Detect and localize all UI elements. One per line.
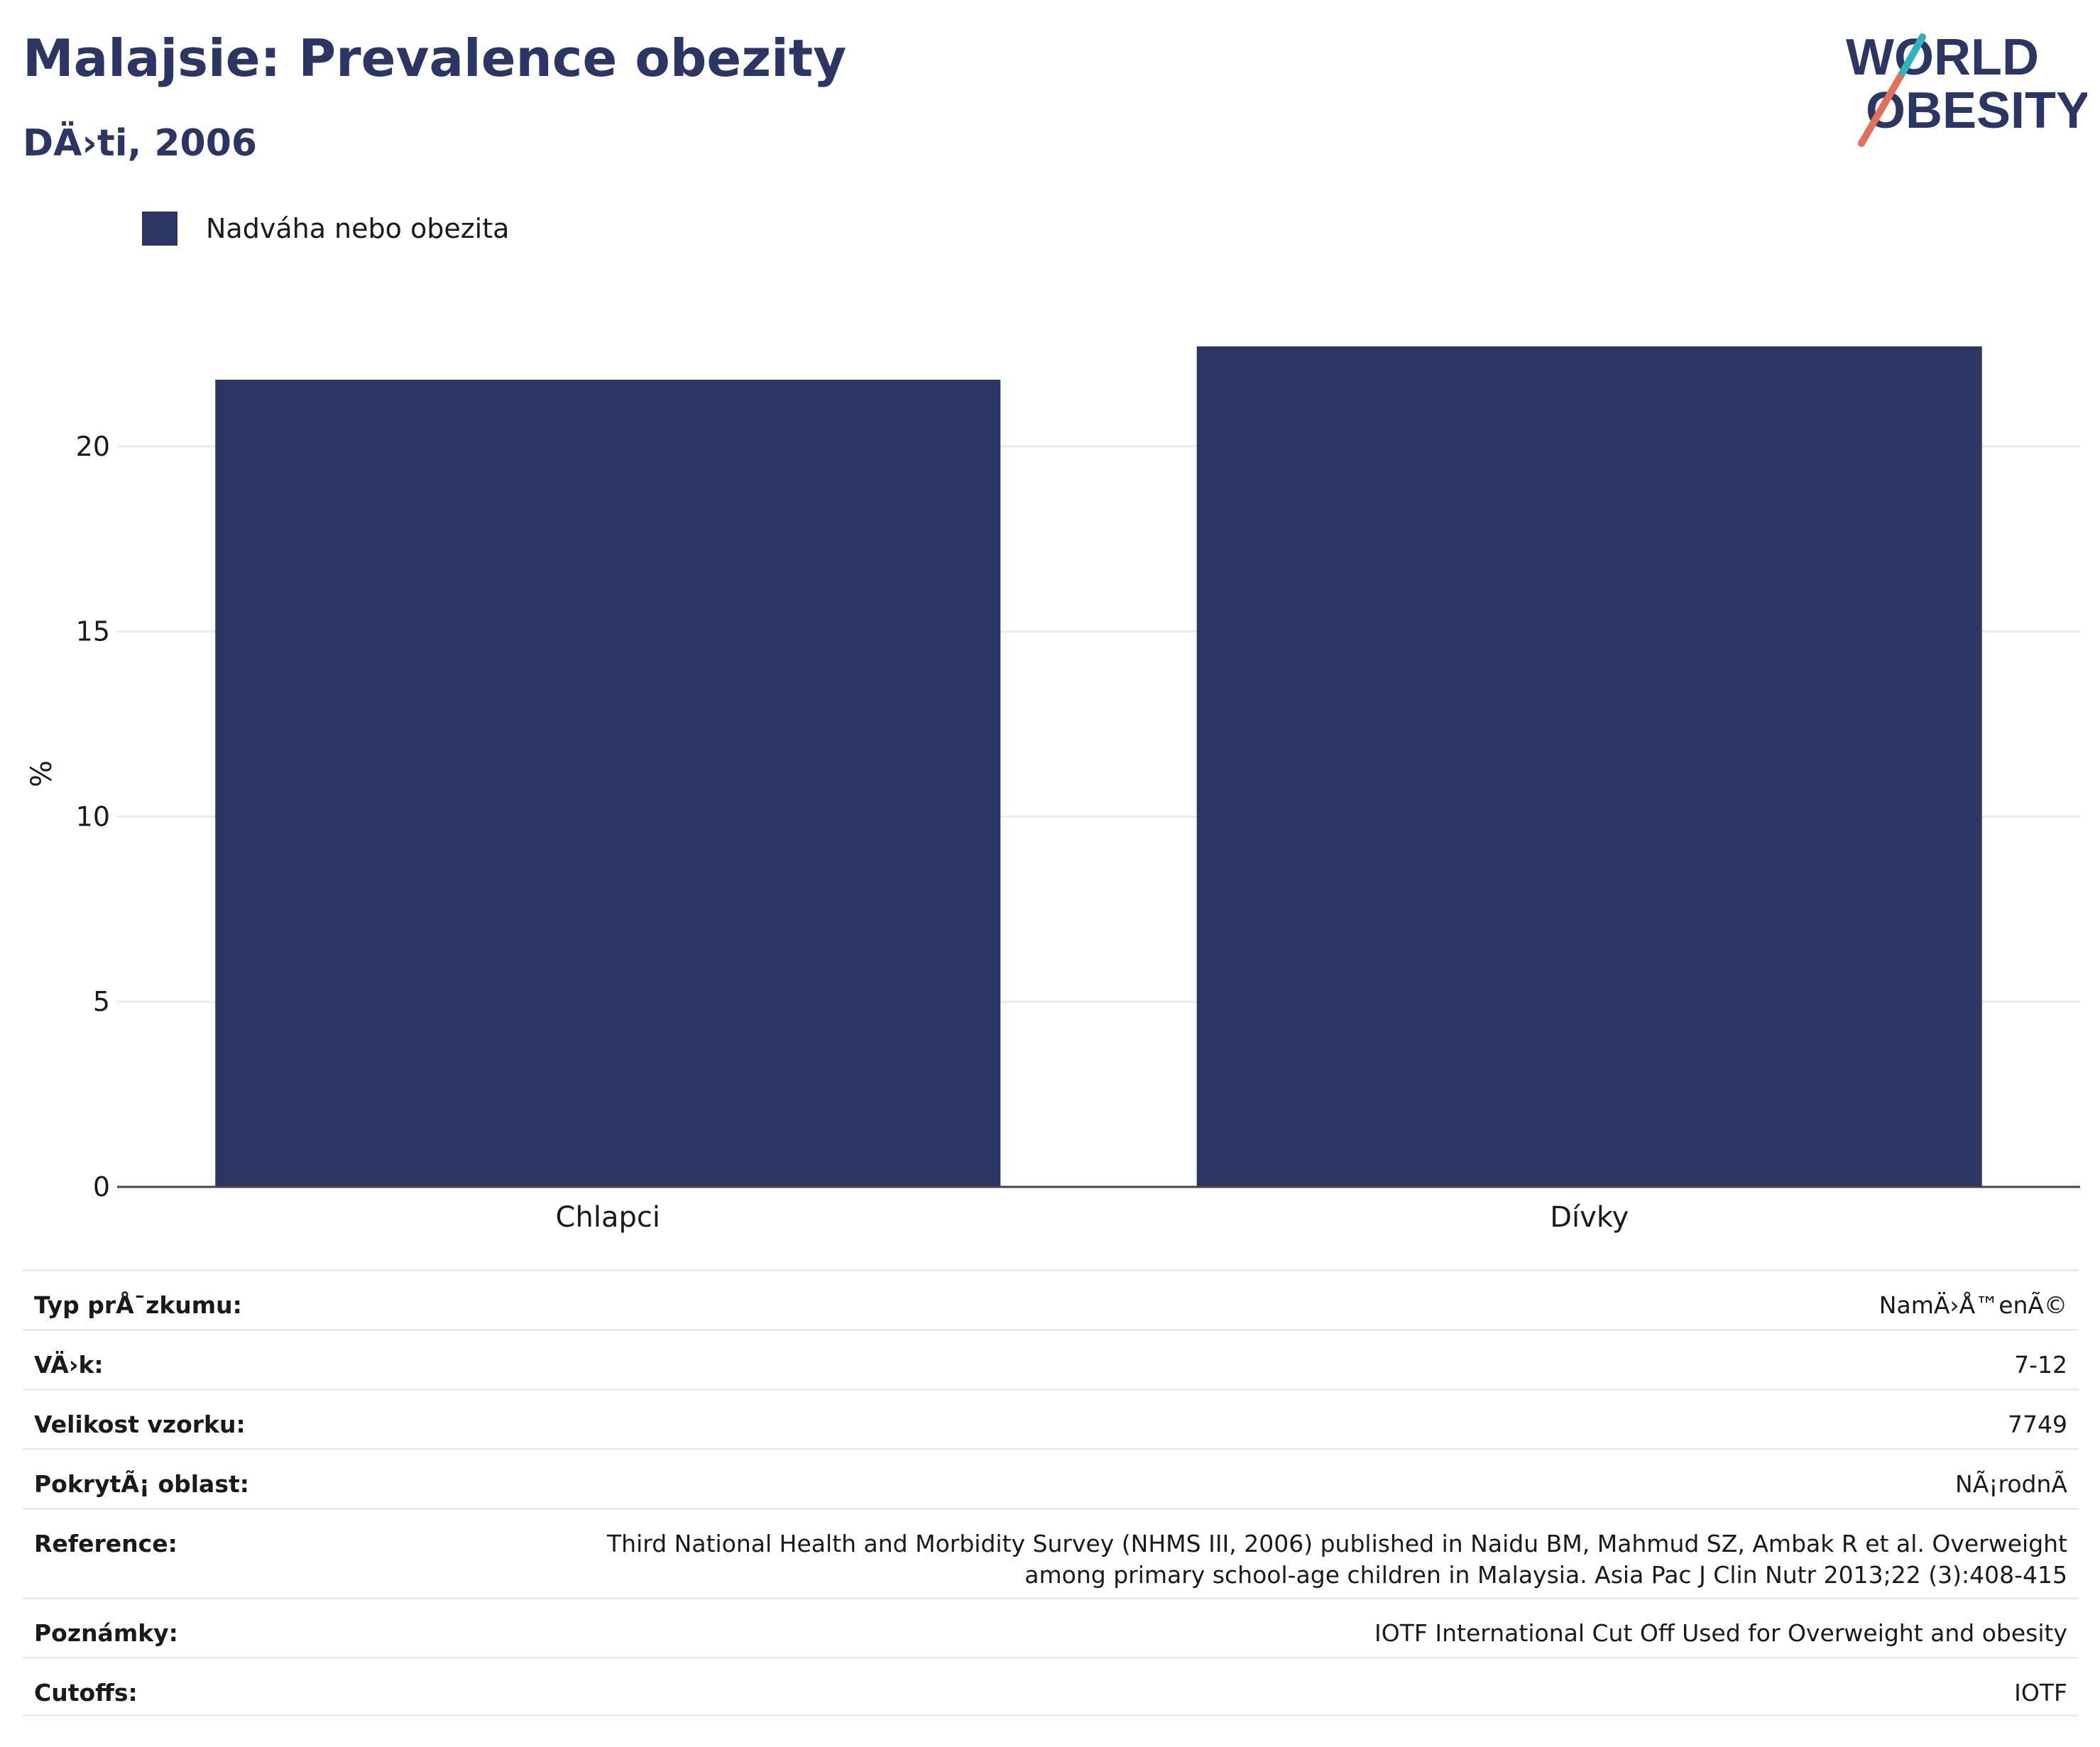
meta-row-cutoffs: Cutoffs: IOTF xyxy=(23,1657,2079,1716)
meta-label: Reference: xyxy=(34,1530,177,1557)
bar-chart: 0 5 10 15 20 Chlapci Dívky% xyxy=(26,346,2080,1234)
svg-text:WORLD: WORLD xyxy=(1846,29,2039,86)
world-obesity-logo: WORLD OBESITY xyxy=(1846,29,2087,147)
meta-value: Third National Health and Morbidity Surv… xyxy=(607,1530,2067,1589)
meta-row-age: VÄ›k: 7-12 xyxy=(23,1329,2079,1389)
meta-row-survey-type: Typ prÅ¯zkumu: NamÄ›Å™enÃ© xyxy=(23,1269,2079,1329)
meta-row-area-covered: PokrytÃ¡ oblast: NÃ¡rodnÃ xyxy=(23,1448,2079,1508)
meta-value: IOTF xyxy=(2014,1679,2067,1707)
metadata-table: Typ prÅ¯zkumu: NamÄ›Å™enÃ© VÄ›k: 7-12 Ve… xyxy=(23,1269,2079,1716)
meta-row-sample-size: Velikost vzorku: 7749 xyxy=(23,1389,2079,1448)
meta-value: 7749 xyxy=(2008,1411,2067,1438)
y-axis-title: % xyxy=(26,760,58,787)
meta-value: 7-12 xyxy=(2014,1351,2067,1379)
meta-label: Cutoffs: xyxy=(34,1679,138,1707)
legend: Nadváha nebo obezita xyxy=(142,212,509,246)
chart-title: Malajsie: Prevalence obezity xyxy=(23,28,847,88)
y-tick-label: 5 xyxy=(93,986,110,1017)
bar xyxy=(1196,346,1982,1187)
bar xyxy=(215,379,1001,1187)
y-tick-label: 0 xyxy=(93,1171,110,1203)
meta-label: PokrytÃ¡ oblast: xyxy=(34,1470,249,1498)
x-tick-label: Chlapci xyxy=(556,1201,660,1234)
meta-value: NamÄ›Å™enÃ© xyxy=(1878,1291,2067,1319)
legend-label: Nadváha nebo obezita xyxy=(206,213,510,244)
svg-text:OBESITY: OBESITY xyxy=(1866,82,2087,139)
meta-value: NÃ¡rodnÃ xyxy=(1955,1470,2067,1498)
x-tick-label: Dívky xyxy=(1550,1201,1629,1234)
y-tick-label: 20 xyxy=(76,431,110,462)
meta-label: Poznámky: xyxy=(34,1619,178,1647)
meta-value: IOTF International Cut Off Used for Over… xyxy=(1374,1619,2067,1647)
legend-swatch xyxy=(142,212,177,246)
meta-label: Typ prÅ¯zkumu: xyxy=(34,1291,242,1319)
chart-subtitle: DÄ›ti, 2006 xyxy=(23,122,258,165)
meta-row-notes: Poznámky: IOTF International Cut Off Use… xyxy=(23,1597,2079,1657)
meta-label: Velikost vzorku: xyxy=(34,1411,246,1438)
meta-row-reference: Reference: Third National Health and Mor… xyxy=(23,1508,2079,1597)
meta-label: VÄ›k: xyxy=(34,1351,104,1379)
y-tick-label: 15 xyxy=(76,616,110,647)
y-tick-label: 10 xyxy=(76,801,110,832)
